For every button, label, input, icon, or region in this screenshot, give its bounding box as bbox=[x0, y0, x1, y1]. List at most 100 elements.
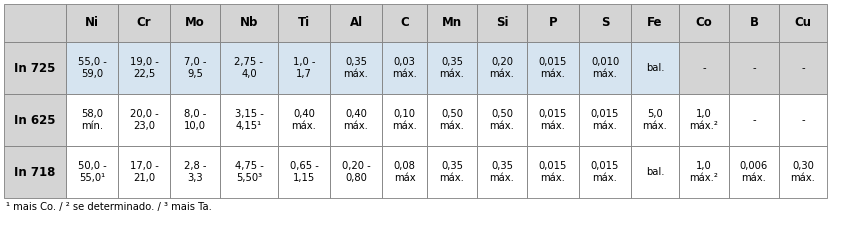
Bar bbox=[381, 94, 426, 146]
Text: 0,015
máx.: 0,015 máx. bbox=[590, 161, 618, 183]
Bar bbox=[330, 94, 381, 146]
Text: 1,0 -
1,7: 1,0 - 1,7 bbox=[293, 57, 315, 79]
Text: 3,15 -
4,15¹: 3,15 - 4,15¹ bbox=[234, 109, 263, 131]
Bar bbox=[678, 146, 728, 198]
Bar bbox=[426, 94, 476, 146]
Bar bbox=[118, 42, 170, 94]
Bar bbox=[579, 146, 630, 198]
Text: 0,015
máx.: 0,015 máx. bbox=[538, 109, 567, 131]
Text: P: P bbox=[548, 17, 557, 30]
Bar bbox=[381, 4, 426, 42]
Text: 0,015
máx.: 0,015 máx. bbox=[538, 57, 567, 79]
Bar bbox=[426, 42, 476, 94]
Text: -: - bbox=[800, 115, 804, 125]
Bar bbox=[330, 146, 381, 198]
Bar bbox=[476, 146, 526, 198]
Text: 0,10
máx.: 0,10 máx. bbox=[392, 109, 417, 131]
Bar bbox=[630, 94, 678, 146]
Bar bbox=[220, 4, 278, 42]
Text: Ti: Ti bbox=[298, 17, 310, 30]
Bar bbox=[170, 42, 220, 94]
Bar bbox=[170, 94, 220, 146]
Text: In 718: In 718 bbox=[15, 165, 56, 178]
Bar bbox=[579, 94, 630, 146]
Text: 5,0
máx.: 5,0 máx. bbox=[641, 109, 666, 131]
Text: Ni: Ni bbox=[85, 17, 99, 30]
Bar bbox=[278, 94, 330, 146]
Text: 0,03
máx.: 0,03 máx. bbox=[392, 57, 417, 79]
Bar bbox=[630, 4, 678, 42]
Bar bbox=[728, 4, 778, 42]
Bar bbox=[778, 94, 826, 146]
Bar bbox=[526, 94, 579, 146]
Text: bal.: bal. bbox=[645, 167, 664, 177]
Text: 0,20 -
0,80: 0,20 - 0,80 bbox=[341, 161, 370, 183]
Text: 0,40
máx.: 0,40 máx. bbox=[291, 109, 316, 131]
Text: 0,010
máx.: 0,010 máx. bbox=[590, 57, 618, 79]
Bar bbox=[66, 4, 118, 42]
Text: -: - bbox=[752, 63, 755, 73]
Bar bbox=[220, 94, 278, 146]
Bar bbox=[381, 42, 426, 94]
Bar bbox=[579, 4, 630, 42]
Text: Fe: Fe bbox=[647, 17, 662, 30]
Bar bbox=[278, 146, 330, 198]
Bar bbox=[728, 146, 778, 198]
Text: bal.: bal. bbox=[645, 63, 664, 73]
Text: 2,75 -
4,0: 2,75 - 4,0 bbox=[234, 57, 263, 79]
Text: Nb: Nb bbox=[239, 17, 258, 30]
Bar bbox=[426, 4, 476, 42]
Text: Mo: Mo bbox=[185, 17, 205, 30]
Bar bbox=[678, 42, 728, 94]
Bar bbox=[66, 94, 118, 146]
Text: 7,0 -
9,5: 7,0 - 9,5 bbox=[183, 57, 206, 79]
Text: 0,30
máx.: 0,30 máx. bbox=[790, 161, 815, 183]
Text: 0,35
máx.: 0,35 máx. bbox=[439, 57, 464, 79]
Text: 0,40
máx.: 0,40 máx. bbox=[344, 109, 368, 131]
Text: 0,50
máx.: 0,50 máx. bbox=[489, 109, 514, 131]
Bar bbox=[678, 94, 728, 146]
Text: Cu: Cu bbox=[794, 17, 810, 30]
Text: In 625: In 625 bbox=[15, 114, 56, 126]
Text: 0,35
máx.: 0,35 máx. bbox=[344, 57, 368, 79]
Text: 0,35
máx.: 0,35 máx. bbox=[489, 161, 514, 183]
Bar bbox=[118, 94, 170, 146]
Bar bbox=[526, 146, 579, 198]
Bar bbox=[778, 146, 826, 198]
Text: Co: Co bbox=[695, 17, 711, 30]
Bar bbox=[4, 4, 66, 42]
Text: ¹ mais Co. / ² se determinado. / ³ mais Ta.: ¹ mais Co. / ² se determinado. / ³ mais … bbox=[6, 202, 212, 212]
Text: 4,75 -
5,50³: 4,75 - 5,50³ bbox=[234, 161, 263, 183]
Bar bbox=[4, 94, 66, 146]
Bar bbox=[630, 42, 678, 94]
Bar bbox=[170, 146, 220, 198]
Bar bbox=[526, 4, 579, 42]
Text: Mn: Mn bbox=[442, 17, 461, 30]
Text: S: S bbox=[600, 17, 609, 30]
Bar bbox=[579, 42, 630, 94]
Bar bbox=[381, 146, 426, 198]
Bar bbox=[778, 42, 826, 94]
Text: 0,015
máx.: 0,015 máx. bbox=[538, 161, 567, 183]
Text: 1,0
máx.²: 1,0 máx.² bbox=[689, 109, 717, 131]
Text: 20,0 -
23,0: 20,0 - 23,0 bbox=[129, 109, 158, 131]
Text: 0,015
máx.: 0,015 máx. bbox=[590, 109, 618, 131]
Text: 1,0
máx.²: 1,0 máx.² bbox=[689, 161, 717, 183]
Text: -: - bbox=[702, 63, 705, 73]
Bar bbox=[728, 42, 778, 94]
Text: 0,50
máx.: 0,50 máx. bbox=[439, 109, 464, 131]
Bar bbox=[170, 4, 220, 42]
Bar bbox=[778, 4, 826, 42]
Text: 19,0 -
22,5: 19,0 - 22,5 bbox=[129, 57, 158, 79]
Bar bbox=[476, 42, 526, 94]
Bar bbox=[4, 42, 66, 94]
Bar bbox=[220, 42, 278, 94]
Bar bbox=[4, 146, 66, 198]
Bar bbox=[526, 42, 579, 94]
Bar bbox=[118, 146, 170, 198]
Text: 0,65 -
1,15: 0,65 - 1,15 bbox=[289, 161, 318, 183]
Text: 50,0 -
55,0¹: 50,0 - 55,0¹ bbox=[77, 161, 106, 183]
Bar bbox=[330, 4, 381, 42]
Text: 0,006
máx.: 0,006 máx. bbox=[739, 161, 767, 183]
Text: Cr: Cr bbox=[137, 17, 152, 30]
